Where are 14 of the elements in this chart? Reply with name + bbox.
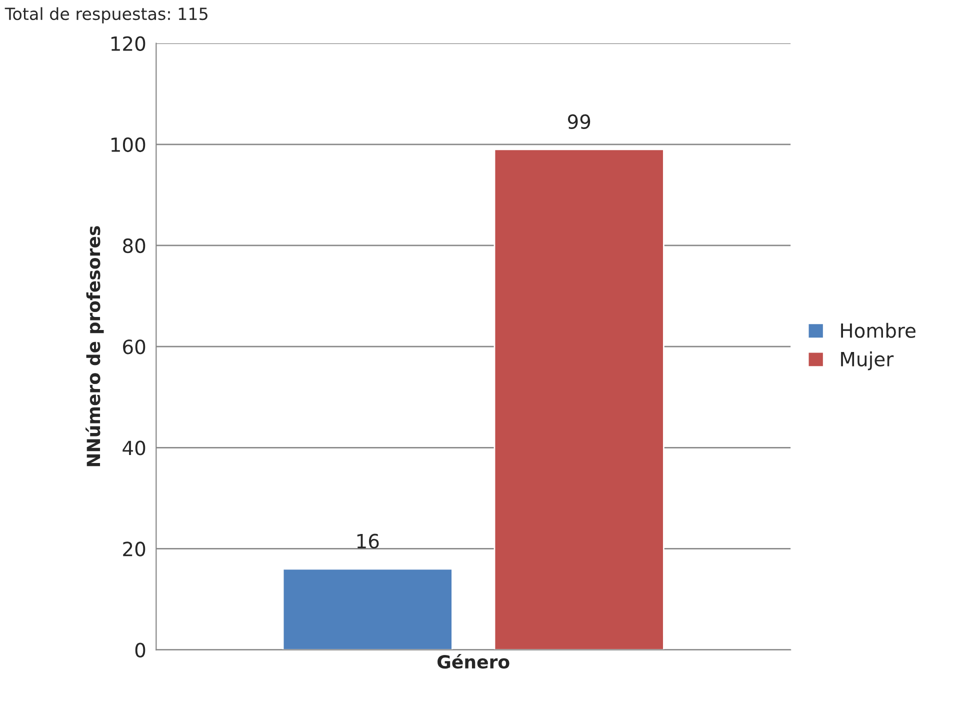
x-tick-label: Género [438,654,510,669]
y-axis-title: NNúmero de profesores [86,226,104,466]
y-tick-label: 60 [123,340,146,354]
data-label: 16 [357,534,379,548]
y-tick-label: 120 [111,36,146,51]
y-tick-label: 100 [111,137,146,152]
y-tick-label: 0 [135,642,146,658]
legend-label: Mujer [841,351,894,370]
data-label: 99 [568,114,590,130]
y-tick-label: 20 [123,542,146,556]
y-tick-label: 40 [122,440,146,456]
y-tick-label: 80 [123,238,146,254]
text: Total de respuestas: 115 [4,7,208,24]
legend-label: Hombre [841,322,916,338]
